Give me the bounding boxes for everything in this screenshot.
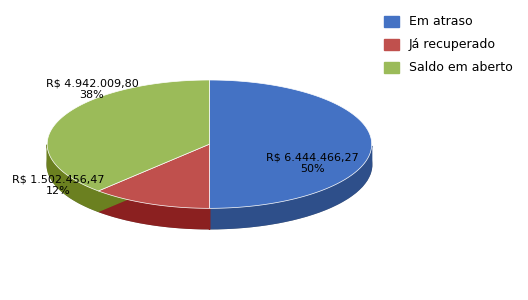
- Polygon shape: [47, 145, 98, 212]
- Polygon shape: [210, 80, 372, 208]
- Text: R$ 6.444.466,27
50%: R$ 6.444.466,27 50%: [266, 152, 359, 174]
- Polygon shape: [98, 191, 210, 229]
- Polygon shape: [210, 146, 372, 229]
- Text: R$ 4.942.009,80
38%: R$ 4.942.009,80 38%: [45, 79, 138, 100]
- Ellipse shape: [47, 100, 372, 229]
- Polygon shape: [47, 80, 210, 191]
- Polygon shape: [98, 144, 210, 208]
- Text: R$ 1.502.456,47
12%: R$ 1.502.456,47 12%: [12, 175, 105, 196]
- Polygon shape: [98, 144, 210, 211]
- Legend: Em atraso, Já recuperado, Saldo em aberto: Em atraso, Já recuperado, Saldo em abert…: [379, 11, 517, 80]
